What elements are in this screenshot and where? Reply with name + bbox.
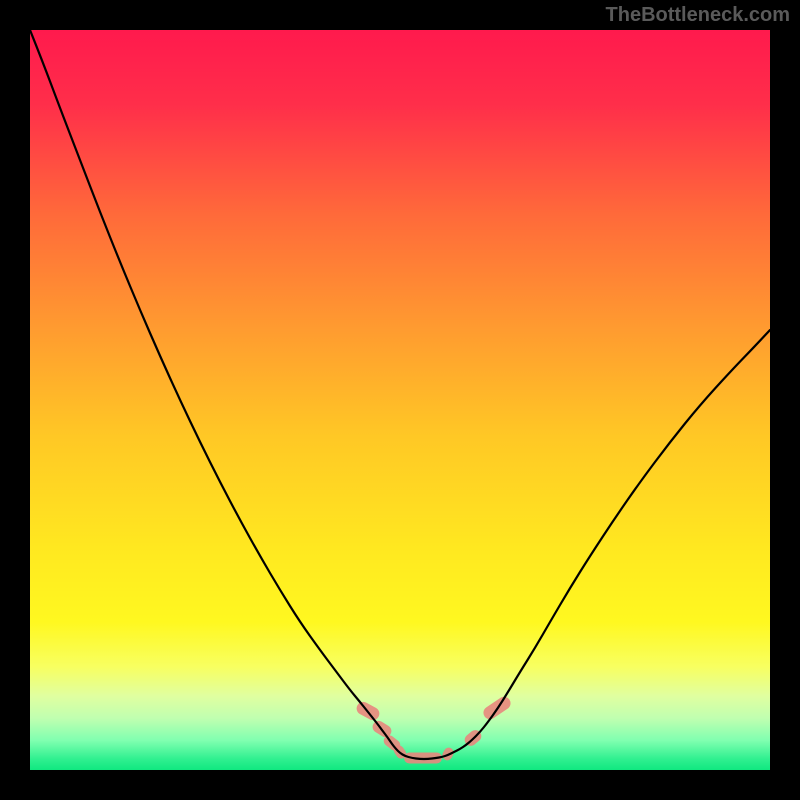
watermark-text: TheBottleneck.com [606, 4, 790, 27]
chart-container: TheBottleneck.com [0, 0, 800, 800]
bottleneck-curve [30, 30, 770, 759]
curve-overlay [0, 0, 800, 800]
